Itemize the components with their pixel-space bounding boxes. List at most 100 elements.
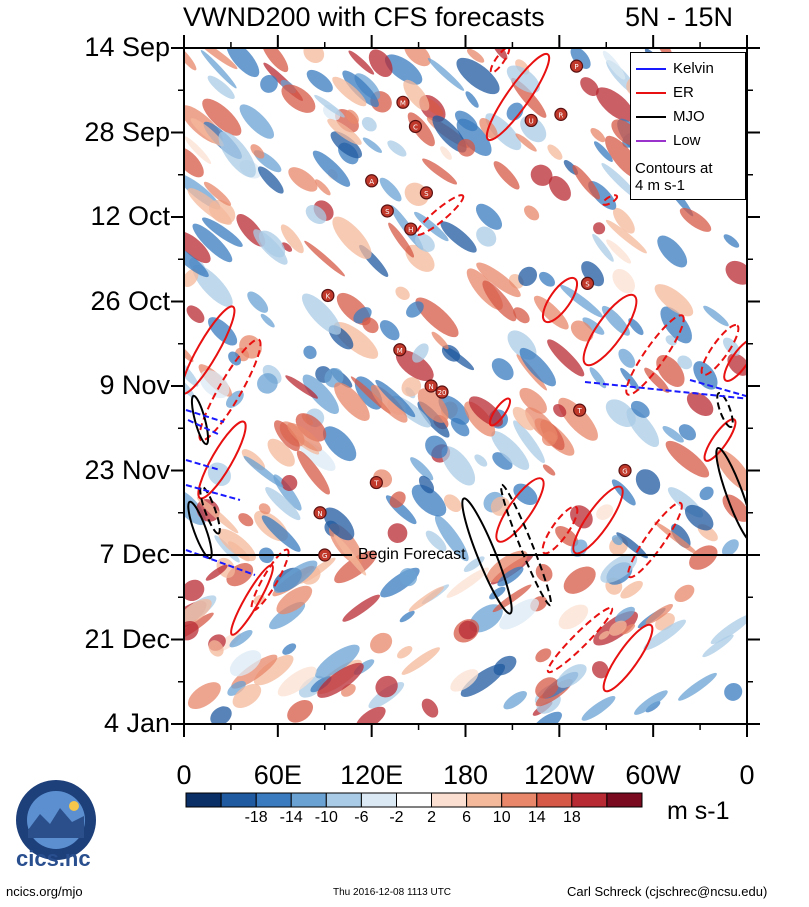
anomaly-blob (375, 379, 416, 418)
storm-marker: C (408, 119, 423, 134)
anomaly-blob (644, 367, 670, 393)
anomaly-blob (345, 109, 359, 125)
anomaly-blob (314, 94, 345, 118)
filter-contours (184, 48, 747, 693)
anomaly-blob (258, 503, 271, 515)
tropical-cyclone-tracks: G N T G T N 20 M K S H S S A C M U R P (313, 59, 632, 562)
anomaly-blob (513, 483, 538, 506)
anomaly-blob (207, 75, 235, 100)
colorbar-tick-label: 14 (527, 809, 546, 826)
anomaly-blob (370, 384, 408, 423)
storm-symbol (573, 403, 587, 417)
er-contour (541, 276, 579, 324)
anomaly-blob (458, 620, 478, 640)
storm-marker: S (419, 186, 434, 200)
legend-label: Kelvin (673, 60, 714, 77)
x-tick-label: 120E (340, 760, 404, 790)
anomaly-blob (253, 654, 294, 686)
x-tick-label: 180 (442, 760, 489, 790)
anomaly-blob (208, 317, 238, 346)
anomaly-blob (582, 317, 605, 335)
anomaly-blob (431, 331, 449, 350)
anomaly-blob (533, 295, 569, 330)
anomaly-blob (723, 234, 740, 248)
anomaly-blob (519, 387, 547, 414)
anomaly-blob (342, 594, 380, 622)
anomaly-blob (184, 48, 197, 71)
anomaly-blob (660, 306, 692, 344)
anomaly-blob (427, 57, 465, 91)
anomaly-blob (530, 164, 553, 186)
anomaly-blob (348, 50, 375, 75)
anomaly-blob (327, 118, 362, 145)
anomaly-blob (686, 391, 714, 417)
anomaly-blob (476, 226, 497, 247)
legend-item-low: Low (631, 131, 745, 151)
storm-symbol (393, 343, 407, 357)
anomaly-blob (674, 584, 695, 603)
anomaly-blob (243, 456, 284, 488)
anomaly-blob (542, 464, 556, 476)
anomaly-blob (456, 57, 500, 95)
legend-note-line: 4 m s-1 (635, 177, 686, 194)
anomaly-blob (665, 440, 710, 478)
storm-label: U (529, 117, 534, 125)
anomaly-blob (299, 557, 336, 584)
anomaly-blob (634, 690, 668, 715)
anomaly-blob (475, 203, 503, 230)
storm-symbol (569, 59, 584, 73)
storm-label: T (373, 480, 379, 488)
anomaly-blob (239, 104, 275, 139)
er-contour (703, 418, 737, 462)
anomaly-blob (601, 305, 630, 336)
anomaly-blob (605, 399, 636, 428)
anomaly-blob (440, 146, 452, 160)
er-contour (546, 606, 614, 674)
anomaly-blob (384, 54, 423, 85)
anomaly-blob (620, 367, 640, 391)
anomaly-blob (468, 396, 503, 427)
anomaly-blob (513, 420, 545, 464)
anomaly-blob (612, 207, 635, 234)
anomaly-blob (654, 284, 694, 317)
anomaly-blob (656, 354, 685, 388)
anomaly-blob (591, 661, 609, 679)
anomaly-blob (581, 696, 616, 721)
anomaly-blob (379, 177, 402, 202)
anomaly-blob (605, 219, 647, 254)
anomaly-blob (196, 496, 239, 534)
anomaly-blob (187, 188, 232, 225)
storm-label: T (577, 407, 583, 415)
anomaly-blob (187, 682, 221, 710)
kelvin-contour (185, 409, 225, 423)
legend-item-kelvin: Kelvin (631, 59, 745, 79)
anomaly-blob (570, 48, 591, 69)
anomaly-blob (609, 620, 627, 636)
anomaly-blob (281, 475, 298, 491)
anomaly-blob (547, 144, 563, 160)
anomaly-blob (570, 505, 593, 529)
anomaly-blob (535, 677, 559, 699)
anomaly-blob (593, 141, 613, 162)
x-tick-label: 60E (253, 760, 302, 790)
anomaly-blob (466, 48, 485, 63)
er-contour (198, 338, 262, 442)
anomaly-blob (411, 484, 447, 517)
anomaly-blob (202, 217, 243, 247)
anomaly-blob (332, 76, 367, 107)
anomaly-blob (277, 666, 317, 697)
anomaly-blob (417, 388, 449, 423)
colorbar-tick-label: -14 (279, 809, 303, 826)
anomaly-blob (645, 604, 674, 625)
cics-logo (16, 780, 96, 860)
anomaly-blob (323, 507, 355, 541)
anomaly-blob (210, 706, 232, 724)
er-contour (230, 564, 274, 636)
mjo-contour (715, 446, 747, 544)
mjo-contour (199, 485, 221, 535)
anomaly-blob (710, 614, 747, 645)
anomaly-blob (330, 131, 363, 159)
anomaly-blob (261, 515, 301, 552)
anomaly-blob (397, 646, 413, 659)
anomaly-blob (306, 69, 333, 93)
